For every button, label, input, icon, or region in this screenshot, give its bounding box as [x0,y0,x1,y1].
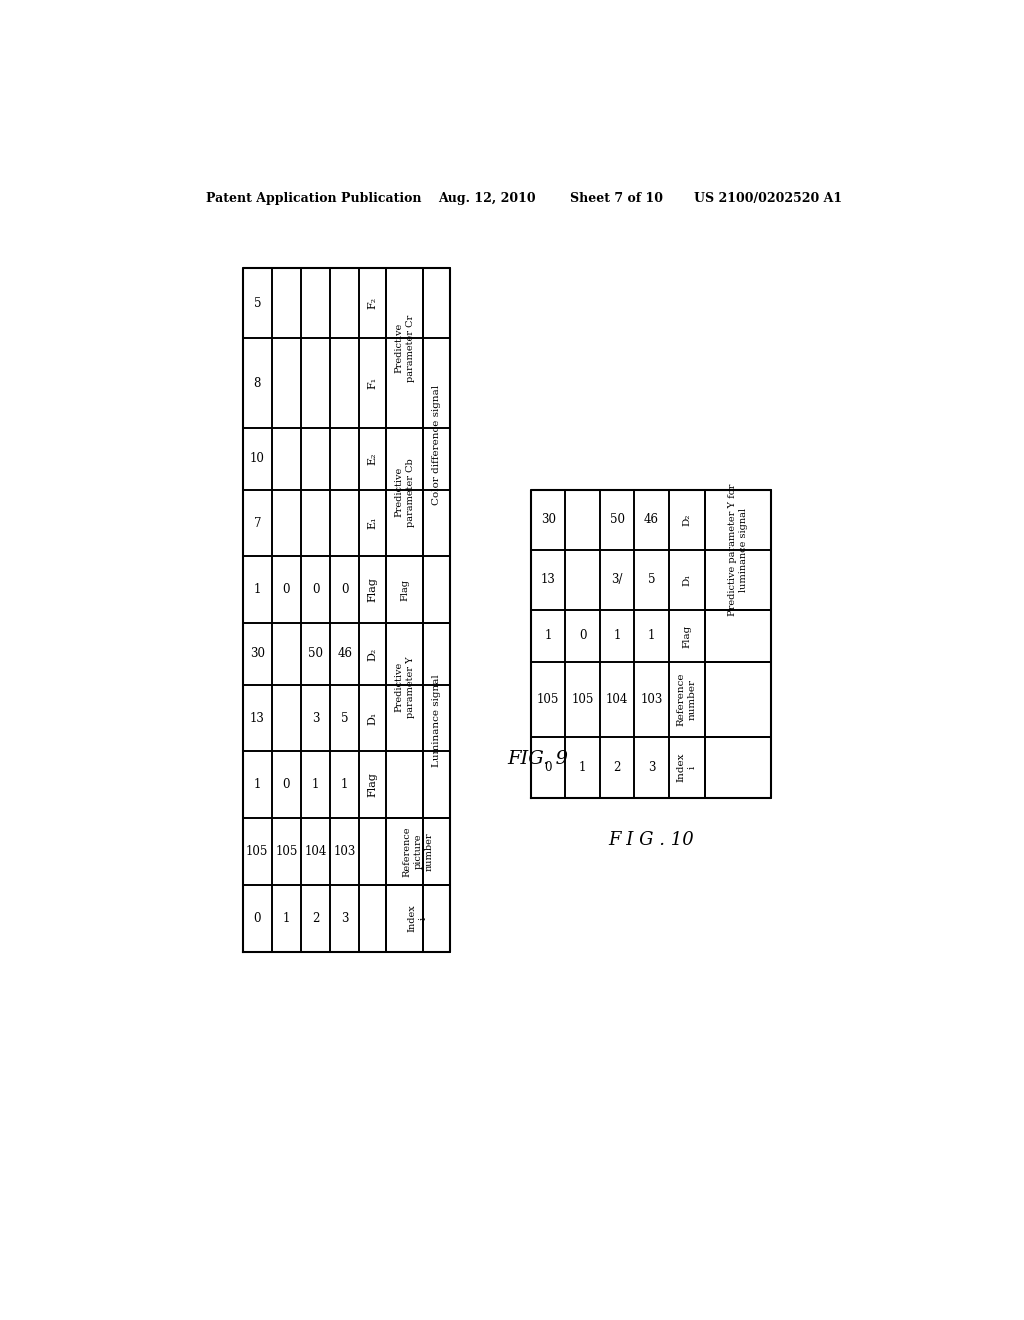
Text: F I G . 10: F I G . 10 [608,830,694,849]
Text: 7: 7 [254,516,261,529]
Text: E₁: E₁ [368,516,378,529]
Text: 1: 1 [579,760,587,774]
Text: 5: 5 [648,573,655,586]
Text: Patent Application Publication: Patent Application Publication [206,191,421,205]
Text: 1: 1 [254,583,261,597]
Text: 5: 5 [254,297,261,309]
Text: Color difference signal: Color difference signal [432,385,440,506]
Text: 1: 1 [341,779,348,791]
Text: 8: 8 [254,376,261,389]
Text: 3: 3 [648,760,655,774]
Text: 1: 1 [545,630,552,643]
Text: Index
i: Index i [677,752,697,783]
Text: 3: 3 [341,912,348,924]
Text: Reference
picture
number: Reference picture number [402,826,433,876]
Text: 13: 13 [250,711,265,725]
Text: 0: 0 [283,779,290,791]
Text: 1: 1 [613,630,621,643]
Text: 103: 103 [640,693,663,706]
Text: 1: 1 [648,630,655,643]
Text: 0: 0 [341,583,348,597]
Text: 46: 46 [337,647,352,660]
Text: 1: 1 [254,779,261,791]
Text: Predictive
parameter Y: Predictive parameter Y [394,656,415,718]
Text: 0: 0 [312,583,319,597]
Text: E₂: E₂ [368,453,378,465]
Text: 0: 0 [545,760,552,774]
Text: 1: 1 [312,779,319,791]
Text: Flag: Flag [682,624,691,648]
Text: 46: 46 [644,513,659,527]
Text: 30: 30 [541,513,556,527]
Text: 105: 105 [571,693,594,706]
Text: 1: 1 [283,912,290,924]
Text: F₁: F₁ [368,378,378,389]
Text: Aug. 12, 2010: Aug. 12, 2010 [438,191,536,205]
Text: F₂: F₂ [368,297,378,309]
Text: D₁: D₁ [368,711,378,725]
Text: 2: 2 [312,912,319,924]
Text: Index
i: Index i [408,904,428,932]
Text: 2: 2 [613,760,621,774]
Text: 10: 10 [250,453,265,466]
Text: Luminance signal: Luminance signal [432,675,440,767]
Text: 50: 50 [308,647,324,660]
Text: 50: 50 [609,513,625,527]
Text: 0: 0 [254,912,261,924]
Text: 105: 105 [537,693,559,706]
Text: Flag: Flag [368,772,378,797]
Text: 104: 104 [304,845,327,858]
Text: 105: 105 [275,845,298,858]
Text: 30: 30 [250,647,265,660]
Text: US 2100/0202520 A1: US 2100/0202520 A1 [693,191,842,205]
Text: D₂: D₂ [368,647,378,660]
Text: Flag: Flag [400,578,409,601]
Text: 0: 0 [283,583,290,597]
Text: 105: 105 [246,845,268,858]
Text: 0: 0 [579,630,587,643]
Text: 5: 5 [341,711,348,725]
Text: 3/: 3/ [611,573,623,586]
Text: Sheet 7 of 10: Sheet 7 of 10 [569,191,663,205]
Text: Flag: Flag [368,577,378,602]
Text: FIG. 9: FIG. 9 [508,750,568,768]
Text: D₁: D₁ [682,574,691,586]
Text: Predictive
parameter Cr: Predictive parameter Cr [394,314,415,381]
Text: D₂: D₂ [682,513,691,525]
Text: 103: 103 [334,845,356,858]
Text: Predictive parameter Y for
luminance signal: Predictive parameter Y for luminance sig… [728,483,749,616]
Text: 13: 13 [541,573,556,586]
Text: Reference
number: Reference number [677,673,697,726]
Text: 104: 104 [606,693,629,706]
Text: 3: 3 [312,711,319,725]
Text: Predictive
parameter Cb: Predictive parameter Cb [394,458,415,527]
